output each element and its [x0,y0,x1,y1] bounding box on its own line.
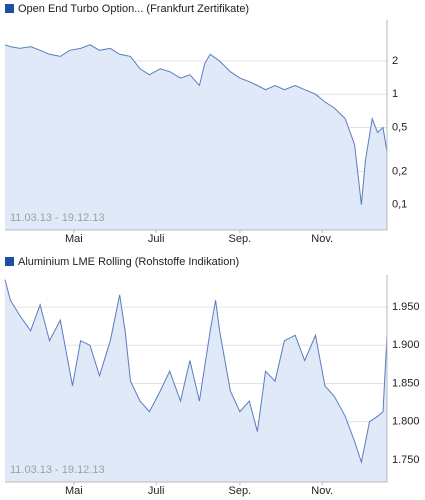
date-range: 11.03.13 - 19.12.13 [10,464,105,476]
x-tick-label: Mai [65,485,83,497]
y-tick-label: 1.750 [392,454,420,466]
y-tick-label: 2 [392,55,398,67]
date-range: 11.03.13 - 19.12.13 [10,212,105,224]
y-tick-label: 1.900 [392,339,420,351]
x-tick-label: Juli [148,233,165,245]
plot-frame [5,275,388,483]
x-tick-label: Nov. [311,233,333,245]
x-tick-label: Sep. [229,233,252,245]
area [5,279,387,482]
line [4,279,388,465]
y-tick-label: 0,1 [392,199,407,211]
title-marker [5,4,14,13]
x-tick-label: Juli [148,485,165,497]
chart-title: Open End Turbo Option... (Frankfurt Zert… [18,3,249,15]
plot-frame [5,20,388,231]
line [4,44,388,205]
x-tick-label: Nov. [311,485,333,497]
y-tick-label: 1.800 [392,416,420,428]
y-tick-label: 1.950 [392,301,420,313]
y-tick-label: 0,5 [392,121,407,133]
y-tick-label: 0,2 [392,165,407,177]
x-tick-label: Mai [65,233,83,245]
y-tick-label: 1.850 [392,377,420,389]
y-tick-label: 1 [392,88,398,100]
title-marker [5,257,14,266]
chart-title: Aluminium LME Rolling (Rohstoffe Indikat… [18,256,239,268]
area [5,44,387,230]
x-tick-label: Sep. [229,485,252,497]
